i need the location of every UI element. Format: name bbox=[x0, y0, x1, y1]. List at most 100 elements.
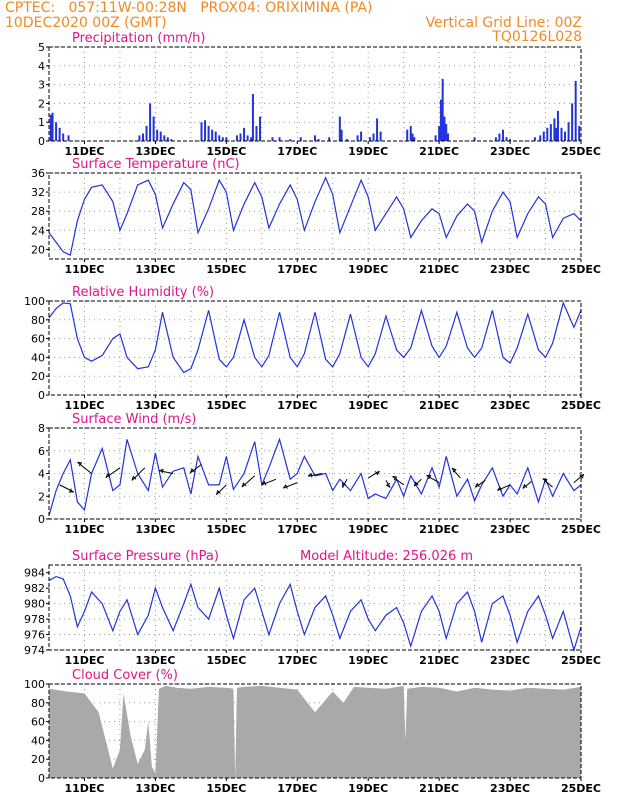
precip-bar bbox=[235, 135, 238, 141]
header-station: CPTEC: 057:11W-00:28N PROX04: ORIXIMINA … bbox=[5, 0, 373, 16]
pressure-ytick-label: 978 bbox=[24, 613, 45, 626]
rh-xtick-label: 17DEC bbox=[277, 399, 317, 412]
precip-bar bbox=[200, 122, 203, 141]
precip-xtick-label: 21DEC bbox=[419, 145, 459, 158]
precip-bar bbox=[62, 133, 65, 141]
wind-vector bbox=[307, 473, 323, 477]
precip-bar bbox=[555, 127, 558, 141]
pressure-ytick-label: 980 bbox=[24, 598, 45, 611]
wind-vector-head bbox=[189, 468, 195, 474]
rh-ytick-label: 60 bbox=[31, 333, 45, 346]
precip-bar bbox=[447, 133, 449, 141]
precip-xtick-label: 11DEC bbox=[64, 145, 104, 158]
wind-xtick-label: 15DEC bbox=[206, 523, 246, 536]
rh-series-line bbox=[48, 301, 582, 374]
precip-bar bbox=[443, 116, 446, 141]
precip-bar bbox=[49, 114, 52, 141]
wind-xtick-label: 13DEC bbox=[135, 523, 175, 536]
temp-xtick-label: 23DEC bbox=[490, 263, 530, 276]
rh-xtick-label: 21DEC bbox=[419, 399, 459, 412]
cloud-xtick-label: 11DEC bbox=[64, 782, 104, 795]
wind-vector-head bbox=[158, 468, 164, 474]
precip-bar bbox=[498, 133, 501, 141]
precip-xtick-label: 17DEC bbox=[277, 145, 317, 158]
precip-bar bbox=[239, 133, 242, 141]
precip-xtick-label: 13DEC bbox=[135, 145, 175, 158]
wind-xtick-label: 19DEC bbox=[348, 523, 388, 536]
wind-vector-head bbox=[374, 470, 380, 476]
precip-bar bbox=[328, 137, 331, 141]
temp-xtick-label: 17DEC bbox=[277, 263, 317, 276]
precip-ytick-label: 2 bbox=[38, 97, 45, 110]
precip-bar bbox=[51, 112, 54, 141]
precip-bar bbox=[255, 125, 258, 141]
wind-vector bbox=[283, 482, 298, 489]
wind-vector-head bbox=[451, 467, 457, 473]
wind-vector bbox=[59, 484, 74, 493]
wind-vector bbox=[241, 475, 256, 488]
precip-bar bbox=[372, 133, 375, 141]
wind-xtick-label: 23DEC bbox=[490, 523, 530, 536]
temp-title: Surface Temperature (nC) bbox=[72, 157, 240, 172]
temp-xtick-label: 25DEC bbox=[561, 263, 601, 276]
precip-bar bbox=[55, 122, 58, 141]
wind-xtick-label: 17DEC bbox=[277, 523, 317, 536]
cloud-ytick-label: 0 bbox=[38, 772, 45, 785]
temp-ytick-label: 20 bbox=[31, 243, 45, 256]
wind-vector-head bbox=[392, 475, 398, 481]
wind-vector-head bbox=[522, 483, 528, 489]
precip-ytick-label: 4 bbox=[38, 60, 45, 73]
wind-vector bbox=[190, 463, 202, 474]
pressure-xtick-label: 21DEC bbox=[419, 654, 459, 667]
precip-xtick-label: 25DEC bbox=[561, 145, 601, 158]
cloud-xtick-label: 21DEC bbox=[419, 782, 459, 795]
wind-vector bbox=[497, 484, 511, 491]
precip-bar bbox=[539, 135, 542, 141]
precip-ytick-label: 5 bbox=[38, 41, 45, 54]
header-date: 10DEC2020 00Z (GMT) bbox=[5, 15, 167, 31]
wind-vector-head bbox=[282, 484, 288, 489]
wind-vector bbox=[414, 478, 422, 487]
precip-bar bbox=[156, 129, 159, 141]
wind-vector bbox=[573, 473, 585, 483]
cloud-panel: 0 20 40 60 80 100 11DEC 13DEC 15DEC 17DEC 19DEC 21D… bbox=[24, 668, 601, 795]
wind-vector-head bbox=[474, 482, 480, 488]
precip-bar bbox=[409, 125, 412, 141]
temp-ytick-label: 28 bbox=[31, 205, 45, 218]
wind-vector-head bbox=[131, 475, 137, 481]
precip-bar bbox=[289, 139, 292, 141]
pressure-xtick-label: 19DEC bbox=[348, 654, 388, 667]
precip-bar bbox=[542, 131, 545, 141]
precip-bar bbox=[214, 131, 217, 141]
precip-bar bbox=[376, 118, 379, 141]
wind-vector bbox=[475, 479, 486, 488]
cloud-ytick-label: 40 bbox=[31, 734, 45, 747]
precip-bar bbox=[317, 139, 320, 141]
wind-ytick-label: 6 bbox=[38, 445, 45, 458]
wind-vector-head bbox=[542, 478, 548, 483]
precip-bar bbox=[406, 129, 409, 141]
precip-bar bbox=[207, 125, 210, 141]
precip-bar bbox=[149, 103, 152, 141]
wind-ytick-label: 2 bbox=[38, 490, 45, 503]
wind-ytick-label: 8 bbox=[38, 422, 45, 435]
wind-panel: 0 2 4 6 8 11DEC 13DEC 15DEC 17DEC 19DEC 21DEC 23DEC… bbox=[38, 412, 601, 536]
pressure-ytick-label: 984 bbox=[24, 567, 45, 580]
header-grid-note: Vertical Grid Line: 00Z bbox=[425, 15, 582, 31]
temp-series-line bbox=[48, 176, 582, 257]
wind-vector bbox=[426, 475, 440, 484]
precip-bar bbox=[438, 125, 441, 141]
rh-title: Relative Humidity (%) bbox=[72, 285, 214, 300]
precip-bar bbox=[441, 78, 444, 141]
wind-vector bbox=[522, 481, 532, 489]
precip-xtick-label: 15DEC bbox=[206, 145, 246, 158]
cloud-xtick-label: 25DEC bbox=[561, 782, 601, 795]
pressure-xtick-label: 15DEC bbox=[206, 654, 246, 667]
precip-bar bbox=[556, 110, 559, 141]
wind-vector-head bbox=[497, 486, 502, 492]
rh-panel: 0 20 40 60 80 100 11DEC 13DEC 15DEC 17DEC 19DEC 21D… bbox=[24, 285, 601, 412]
precip-bar bbox=[445, 124, 448, 141]
pressure-frame bbox=[48, 564, 582, 651]
rh-ytick-label: 80 bbox=[31, 314, 45, 327]
